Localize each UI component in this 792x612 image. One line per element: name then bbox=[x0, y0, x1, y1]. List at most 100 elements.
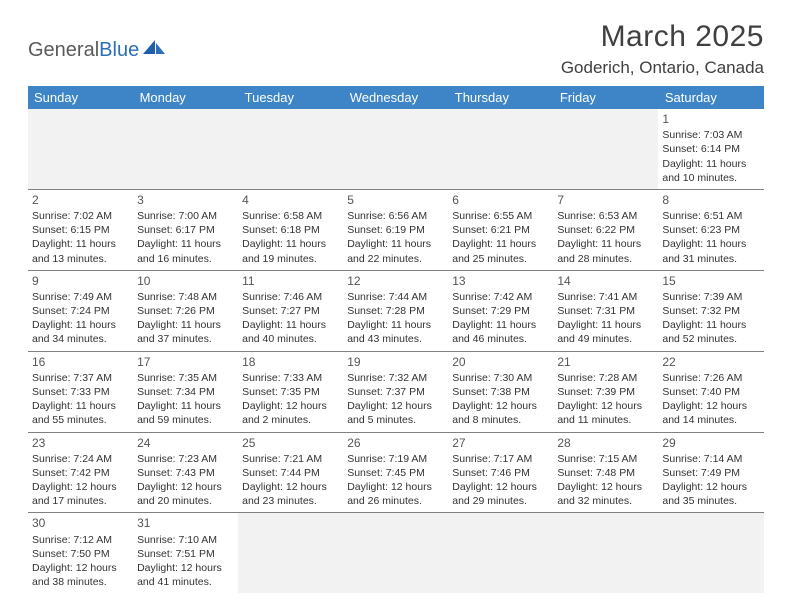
calendar-cell bbox=[448, 513, 553, 593]
calendar-cell: 16Sunrise: 7:37 AMSunset: 7:33 PMDayligh… bbox=[28, 351, 133, 432]
sunset-line: Sunset: 7:42 PM bbox=[32, 466, 129, 480]
sunrise-line: Sunrise: 7:44 AM bbox=[347, 290, 444, 304]
calendar-cell: 20Sunrise: 7:30 AMSunset: 7:38 PMDayligh… bbox=[448, 351, 553, 432]
calendar-cell bbox=[238, 109, 343, 189]
day-number: 2 bbox=[32, 192, 129, 208]
sunrise-line: Sunrise: 7:30 AM bbox=[452, 371, 549, 385]
logo-sail-icon bbox=[141, 38, 167, 63]
calendar-cell: 18Sunrise: 7:33 AMSunset: 7:35 PMDayligh… bbox=[238, 351, 343, 432]
day-number: 31 bbox=[137, 515, 234, 531]
location: Goderich, Ontario, Canada bbox=[561, 58, 764, 78]
sunrise-line: Sunrise: 7:37 AM bbox=[32, 371, 129, 385]
day-number: 16 bbox=[32, 354, 129, 370]
daylight-line-2: and 35 minutes. bbox=[662, 494, 759, 508]
daylight-line-2: and 25 minutes. bbox=[452, 252, 549, 266]
calendar-cell: 8Sunrise: 6:51 AMSunset: 6:23 PMDaylight… bbox=[658, 189, 763, 270]
sunset-line: Sunset: 7:34 PM bbox=[137, 385, 234, 399]
sunset-line: Sunset: 7:45 PM bbox=[347, 466, 444, 480]
day-number: 11 bbox=[242, 273, 339, 289]
daylight-line-2: and 19 minutes. bbox=[242, 252, 339, 266]
daylight-line-1: Daylight: 11 hours bbox=[32, 318, 129, 332]
daylight-line-1: Daylight: 12 hours bbox=[557, 399, 654, 413]
daylight-line-2: and 49 minutes. bbox=[557, 332, 654, 346]
sunrise-line: Sunrise: 7:46 AM bbox=[242, 290, 339, 304]
daylight-line-1: Daylight: 11 hours bbox=[452, 318, 549, 332]
daylight-line-2: and 11 minutes. bbox=[557, 413, 654, 427]
calendar-cell bbox=[448, 109, 553, 189]
sunrise-line: Sunrise: 7:32 AM bbox=[347, 371, 444, 385]
calendar-cell: 11Sunrise: 7:46 AMSunset: 7:27 PMDayligh… bbox=[238, 270, 343, 351]
daylight-line-1: Daylight: 11 hours bbox=[662, 157, 759, 171]
daylight-line-1: Daylight: 11 hours bbox=[557, 237, 654, 251]
calendar-cell: 9Sunrise: 7:49 AMSunset: 7:24 PMDaylight… bbox=[28, 270, 133, 351]
calendar-cell bbox=[28, 109, 133, 189]
weekday-header: Tuesday bbox=[238, 86, 343, 109]
sunrise-line: Sunrise: 7:02 AM bbox=[32, 209, 129, 223]
day-number: 19 bbox=[347, 354, 444, 370]
calendar-row: 23Sunrise: 7:24 AMSunset: 7:42 PMDayligh… bbox=[28, 432, 764, 513]
weekday-header: Friday bbox=[553, 86, 658, 109]
sunset-line: Sunset: 7:38 PM bbox=[452, 385, 549, 399]
daylight-line-2: and 37 minutes. bbox=[137, 332, 234, 346]
day-number: 14 bbox=[557, 273, 654, 289]
daylight-line-2: and 40 minutes. bbox=[242, 332, 339, 346]
daylight-line-1: Daylight: 12 hours bbox=[242, 480, 339, 494]
daylight-line-2: and 59 minutes. bbox=[137, 413, 234, 427]
month-title: March 2025 bbox=[561, 20, 764, 54]
daylight-line-1: Daylight: 12 hours bbox=[452, 480, 549, 494]
sunset-line: Sunset: 7:44 PM bbox=[242, 466, 339, 480]
day-number: 10 bbox=[137, 273, 234, 289]
day-number: 7 bbox=[557, 192, 654, 208]
daylight-line-1: Daylight: 12 hours bbox=[347, 399, 444, 413]
sunrise-line: Sunrise: 7:42 AM bbox=[452, 290, 549, 304]
sunset-line: Sunset: 7:29 PM bbox=[452, 304, 549, 318]
sunrise-line: Sunrise: 7:00 AM bbox=[137, 209, 234, 223]
calendar-cell: 28Sunrise: 7:15 AMSunset: 7:48 PMDayligh… bbox=[553, 432, 658, 513]
calendar-row: 9Sunrise: 7:49 AMSunset: 7:24 PMDaylight… bbox=[28, 270, 764, 351]
sunset-line: Sunset: 7:32 PM bbox=[662, 304, 759, 318]
daylight-line-1: Daylight: 12 hours bbox=[137, 561, 234, 575]
sunset-line: Sunset: 7:33 PM bbox=[32, 385, 129, 399]
sunset-line: Sunset: 7:48 PM bbox=[557, 466, 654, 480]
daylight-line-1: Daylight: 11 hours bbox=[662, 318, 759, 332]
sunset-line: Sunset: 6:22 PM bbox=[557, 223, 654, 237]
sunrise-line: Sunrise: 7:10 AM bbox=[137, 533, 234, 547]
calendar-cell: 25Sunrise: 7:21 AMSunset: 7:44 PMDayligh… bbox=[238, 432, 343, 513]
daylight-line-2: and 2 minutes. bbox=[242, 413, 339, 427]
daylight-line-2: and 22 minutes. bbox=[347, 252, 444, 266]
daylight-line-2: and 55 minutes. bbox=[32, 413, 129, 427]
daylight-line-1: Daylight: 11 hours bbox=[242, 237, 339, 251]
day-number: 12 bbox=[347, 273, 444, 289]
sunrise-line: Sunrise: 7:24 AM bbox=[32, 452, 129, 466]
daylight-line-1: Daylight: 12 hours bbox=[557, 480, 654, 494]
day-number: 15 bbox=[662, 273, 759, 289]
day-number: 29 bbox=[662, 435, 759, 451]
sunrise-line: Sunrise: 7:19 AM bbox=[347, 452, 444, 466]
calendar-cell: 4Sunrise: 6:58 AMSunset: 6:18 PMDaylight… bbox=[238, 189, 343, 270]
sunset-line: Sunset: 6:19 PM bbox=[347, 223, 444, 237]
sunrise-line: Sunrise: 7:49 AM bbox=[32, 290, 129, 304]
sunset-line: Sunset: 7:37 PM bbox=[347, 385, 444, 399]
daylight-line-1: Daylight: 11 hours bbox=[32, 399, 129, 413]
day-number: 18 bbox=[242, 354, 339, 370]
daylight-line-1: Daylight: 12 hours bbox=[662, 480, 759, 494]
sunset-line: Sunset: 7:31 PM bbox=[557, 304, 654, 318]
day-number: 20 bbox=[452, 354, 549, 370]
sunset-line: Sunset: 7:26 PM bbox=[137, 304, 234, 318]
logo: GeneralBlue bbox=[28, 38, 167, 63]
sunset-line: Sunset: 6:17 PM bbox=[137, 223, 234, 237]
daylight-line-1: Daylight: 11 hours bbox=[557, 318, 654, 332]
daylight-line-2: and 20 minutes. bbox=[137, 494, 234, 508]
calendar-cell bbox=[658, 513, 763, 593]
daylight-line-1: Daylight: 12 hours bbox=[32, 480, 129, 494]
calendar-cell: 2Sunrise: 7:02 AMSunset: 6:15 PMDaylight… bbox=[28, 189, 133, 270]
daylight-line-1: Daylight: 11 hours bbox=[242, 318, 339, 332]
sunset-line: Sunset: 7:27 PM bbox=[242, 304, 339, 318]
daylight-line-2: and 10 minutes. bbox=[662, 171, 759, 185]
sunset-line: Sunset: 7:50 PM bbox=[32, 547, 129, 561]
calendar-cell bbox=[343, 513, 448, 593]
calendar-cell: 31Sunrise: 7:10 AMSunset: 7:51 PMDayligh… bbox=[133, 513, 238, 593]
calendar-table: SundayMondayTuesdayWednesdayThursdayFrid… bbox=[28, 86, 764, 593]
daylight-line-1: Daylight: 11 hours bbox=[32, 237, 129, 251]
calendar-cell: 23Sunrise: 7:24 AMSunset: 7:42 PMDayligh… bbox=[28, 432, 133, 513]
